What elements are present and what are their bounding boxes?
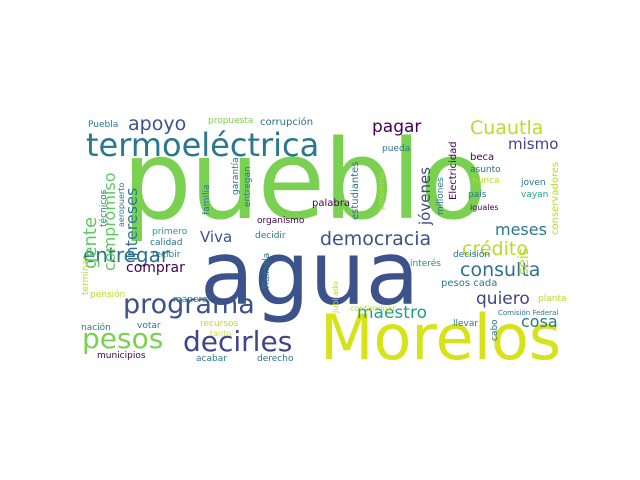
word-corrupcion: corrupción: [260, 117, 314, 128]
word-pagar: pagar: [372, 117, 422, 137]
word-garantia: garantía: [231, 157, 241, 195]
word-programa: programa: [123, 289, 255, 320]
word-nunca: nunca: [472, 176, 500, 186]
word-pueblo: pueblo: [122, 116, 487, 244]
word-estudiantes: estudiantes: [350, 161, 361, 221]
word-decidir: decidir: [255, 231, 286, 241]
word-cuautla: Cuautla: [470, 117, 544, 139]
word-tanto: tanto: [210, 329, 232, 338]
word-meses: meses: [495, 220, 547, 239]
word-iguales: iguales: [470, 203, 499, 212]
word-interes: interés: [410, 259, 441, 269]
word-pension: pensión: [90, 290, 126, 300]
word-comprar: comprar: [126, 260, 185, 276]
word-cabo: cabo: [490, 319, 500, 341]
word-seis: seis: [516, 247, 532, 275]
word-puebla: Puebla: [88, 120, 119, 130]
word-pesos-cada: pesos cada: [441, 278, 498, 289]
word-agua: agua: [200, 222, 420, 325]
word-jubilado: jubilado: [331, 281, 340, 313]
word-morelos: Morelos: [320, 301, 562, 374]
word-vayan: vayan: [521, 190, 549, 200]
word-aeropuerto: aeropuerto: [117, 182, 126, 227]
word-derecho: derecho: [257, 354, 294, 364]
word-mismo: mismo: [508, 135, 559, 153]
word-maestro: maestro: [357, 303, 427, 323]
word-decirles: decirles: [183, 325, 293, 358]
word-municipios: municipios: [97, 351, 146, 361]
word-decision: decisión: [453, 250, 491, 260]
word-cosa: cosa: [521, 312, 558, 331]
word-terminar: terminar: [81, 256, 91, 295]
word-termoelectrica: termoeléctrica: [86, 126, 320, 164]
word-pueda: pueda: [382, 144, 411, 154]
word-millones: millones: [436, 177, 446, 215]
word-intereses: intereses: [122, 187, 141, 261]
word-entregar: entregar: [83, 243, 170, 267]
word-problema: problema: [377, 171, 386, 210]
word-contaminar: contaminar: [350, 304, 396, 313]
word-nacion: nación: [81, 323, 111, 333]
word-viva: Viva: [200, 228, 233, 246]
word-apoyo: apoyo: [128, 115, 187, 135]
word-conservadores: conservadores: [550, 161, 561, 235]
word-comision-federal: Comisión Federal: [498, 309, 559, 317]
word-pesos: pesos: [82, 322, 164, 355]
word-tecnicos: técnicos: [99, 189, 109, 227]
word-organismo: organismo: [257, 216, 305, 226]
word-consulta: consulta: [460, 259, 541, 281]
word-primero: primero: [152, 227, 188, 237]
word-palabra: palabra: [312, 198, 350, 209]
word-jovenes: jóvenes: [416, 166, 434, 225]
word-quiero: quiero: [476, 289, 530, 309]
word-planta: planta: [538, 294, 566, 304]
word-votar: votar: [137, 321, 161, 331]
word-credito: crédito: [462, 238, 528, 260]
word-acabar: acabar: [196, 354, 227, 364]
word-recibir: recibir: [152, 250, 181, 260]
word-beca: beca: [470, 152, 495, 163]
word-propuesta: propuesta: [208, 116, 254, 126]
word-joven: joven: [521, 178, 546, 188]
word-entregan: entregan: [243, 166, 253, 207]
word-cloud: pueblo agua Morelos termoeléctrica progr…: [80, 115, 566, 375]
word-electricidad: Electricidad: [448, 141, 459, 200]
word-manera: manera: [173, 295, 208, 305]
word-pais: país: [468, 190, 487, 200]
word-recursos: recursos: [200, 319, 239, 329]
word-democracia: democracia: [320, 228, 432, 250]
word-calidad: calidad: [150, 238, 183, 248]
word-tlaxcala: Tlaxcala: [262, 252, 272, 290]
word-asunto: asunto: [470, 165, 501, 175]
word-llevar: llevar: [453, 319, 479, 329]
word-familia: familia: [202, 184, 212, 215]
